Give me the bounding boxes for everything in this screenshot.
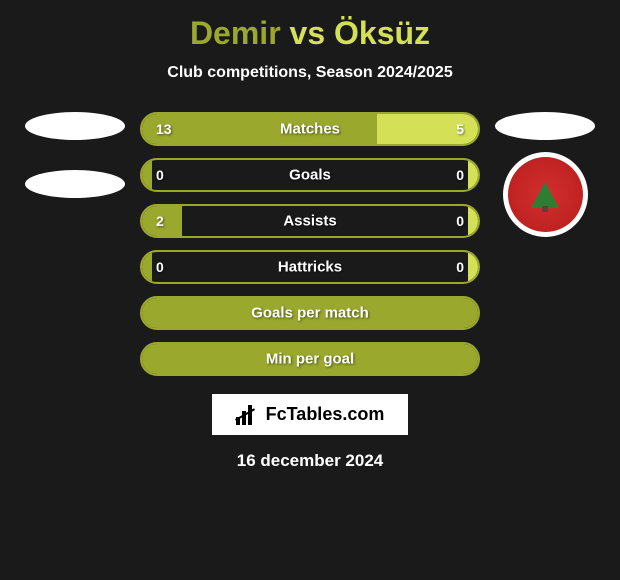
stat-fill-left	[142, 252, 152, 282]
stat-bars: Matches135Goals00Assists20Hattricks00Goa…	[140, 112, 480, 376]
stat-fill-right	[468, 252, 478, 282]
stat-label: Goals per match	[251, 305, 369, 322]
stat-bar-goals-per-match: Goals per match	[140, 296, 480, 330]
stat-label: Matches	[280, 121, 340, 138]
stat-value-right: 0	[456, 167, 464, 183]
stat-label: Min per goal	[266, 351, 354, 368]
player2-club-logo	[503, 152, 588, 237]
player2-side	[495, 112, 595, 237]
fctables-icon	[236, 405, 260, 425]
player1-name: Demir	[190, 15, 281, 51]
stat-label: Goals	[289, 167, 331, 184]
stat-value-left: 0	[156, 259, 164, 275]
stat-bar-min-per-goal: Min per goal	[140, 342, 480, 376]
stat-fill-left	[142, 114, 377, 144]
comparison-card: Demir vs Öksüz Club competitions, Season…	[0, 0, 620, 481]
stat-value-right: 5	[456, 121, 464, 137]
stats-area: Matches135Goals00Assists20Hattricks00Goa…	[0, 112, 620, 376]
stat-value-left: 0	[156, 167, 164, 183]
stat-value-left: 2	[156, 213, 164, 229]
page-title: Demir vs Öksüz	[190, 15, 430, 52]
player1-avatar-placeholder	[25, 112, 125, 140]
stat-fill-right	[468, 160, 478, 190]
stat-bar-assists: Assists 2 0	[140, 204, 480, 238]
player1-club-placeholder	[25, 170, 125, 198]
stat-value-right: 0	[456, 259, 464, 275]
branding-text: FcTables.com	[266, 404, 385, 425]
subtitle: Club competitions, Season 2024/2025	[167, 64, 452, 82]
stat-value-left: 13	[156, 121, 172, 137]
stat-label: Assists	[283, 213, 336, 230]
player2-name: Öksüz	[334, 15, 430, 51]
umraniye-logo-inner	[508, 157, 583, 232]
stat-fill-left	[142, 160, 152, 190]
date-label: 16 december 2024	[237, 451, 384, 471]
stat-fill-right	[468, 206, 478, 236]
branding-badge: FcTables.com	[212, 394, 409, 435]
vs-label: vs	[290, 15, 326, 51]
stat-value-right: 0	[456, 213, 464, 229]
stat-bar-hattricks: Hattricks 0 0	[140, 250, 480, 284]
player1-side	[25, 112, 125, 198]
player2-avatar-placeholder	[495, 112, 595, 140]
tree-icon	[531, 182, 559, 208]
stat-label: Hattricks	[278, 259, 342, 276]
stat-bar-matches: Matches 13 5	[140, 112, 480, 146]
stat-bar-goals: Goals 0 0	[140, 158, 480, 192]
